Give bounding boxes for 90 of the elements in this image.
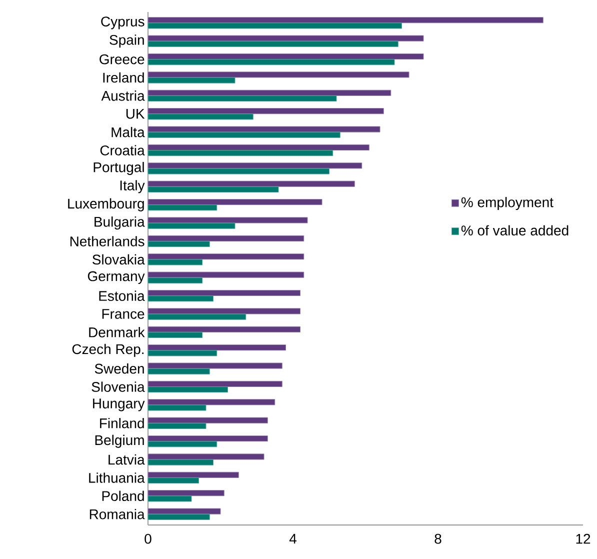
x-tick-label: 12 — [576, 534, 590, 544]
bar — [148, 180, 355, 187]
bar — [148, 235, 304, 242]
bar — [148, 326, 301, 332]
bar — [148, 459, 214, 466]
bar — [148, 296, 214, 302]
y-tick-label: Austria — [101, 90, 145, 101]
bar — [148, 490, 224, 496]
y-tick-label: Denmark — [89, 327, 145, 338]
y-tick-label: Latvia — [108, 454, 145, 465]
bar — [148, 53, 424, 60]
bar — [148, 186, 279, 192]
y-tick-label: France — [102, 309, 144, 319]
bar — [148, 150, 334, 156]
legend-label: % of value added — [461, 225, 568, 236]
bar — [148, 254, 304, 260]
bar — [148, 59, 395, 66]
bar — [148, 332, 203, 338]
y-tick-label: Netherlands — [70, 236, 144, 246]
bar — [148, 308, 301, 314]
y-tick-label: Slovenia — [92, 382, 145, 392]
y-tick-label: UK — [126, 108, 145, 119]
y-tick-label: Italy — [120, 180, 145, 194]
bar — [148, 477, 199, 484]
bar — [148, 114, 254, 120]
bar — [148, 508, 221, 514]
y-tick-label: Germany — [88, 271, 145, 284]
bar — [148, 314, 246, 320]
bar — [148, 240, 210, 248]
bar — [148, 496, 192, 502]
bar — [148, 386, 228, 393]
y-tick-label: Cyprus — [101, 16, 144, 30]
bar — [148, 90, 392, 96]
bar — [148, 272, 304, 278]
bar — [148, 204, 218, 211]
bar — [148, 162, 362, 169]
bar — [148, 40, 398, 47]
y-tick-label: Poland — [102, 490, 144, 502]
bar — [148, 132, 340, 138]
bar — [148, 259, 203, 266]
bar — [148, 277, 203, 284]
bar — [148, 35, 424, 42]
bar — [148, 404, 206, 411]
x-tick-label: 4 — [289, 534, 296, 544]
bar — [148, 344, 286, 351]
y-tick-label: Malta — [112, 126, 145, 138]
bar — [148, 417, 268, 424]
bar — [148, 198, 322, 206]
y-tick-label: Bulgaria — [94, 216, 145, 230]
bar — [148, 472, 239, 478]
y-tick-label: Finland — [100, 418, 144, 428]
y-tick-label: Slovakia — [92, 254, 145, 265]
bar — [148, 441, 218, 448]
bar — [148, 17, 544, 24]
bar — [148, 362, 282, 369]
bar — [148, 514, 210, 520]
bar — [148, 95, 337, 102]
bar — [148, 144, 370, 151]
y-tick-label: Lithuania — [89, 472, 145, 483]
bar — [148, 168, 330, 174]
y-tick-label: Spain — [110, 34, 144, 48]
y-tick-label: Portugal — [94, 162, 144, 175]
y-tick-label: Romania — [90, 508, 145, 520]
y-tick-label: Belgium — [95, 434, 144, 448]
y-tick-label: Luxembourg — [68, 198, 144, 212]
bar — [148, 126, 380, 132]
bar — [148, 222, 236, 229]
bar — [148, 399, 276, 406]
y-tick-label: Croatia — [100, 145, 145, 156]
bar — [148, 454, 264, 460]
y-tick-label: Ireland — [103, 72, 144, 83]
y-tick-label: Greece — [100, 54, 144, 64]
bar — [148, 422, 206, 429]
bar — [148, 350, 218, 356]
bar — [148, 368, 210, 374]
bar — [148, 380, 282, 387]
y-tick-label: Sweden — [94, 363, 144, 374]
bar — [148, 217, 308, 224]
x-tick-label: 8 — [434, 534, 442, 544]
bar — [148, 290, 301, 296]
y-tick-label: Estonia — [99, 290, 145, 301]
y-tick-label: Czech Rep. — [72, 344, 144, 357]
x-tick-label: 0 — [144, 534, 152, 544]
bar — [148, 77, 236, 84]
bar — [148, 22, 402, 29]
bar — [148, 72, 410, 78]
legend-label: % employment — [461, 196, 554, 210]
bar — [148, 435, 268, 442]
bar — [148, 108, 384, 114]
y-tick-label: Hungary — [93, 398, 145, 412]
